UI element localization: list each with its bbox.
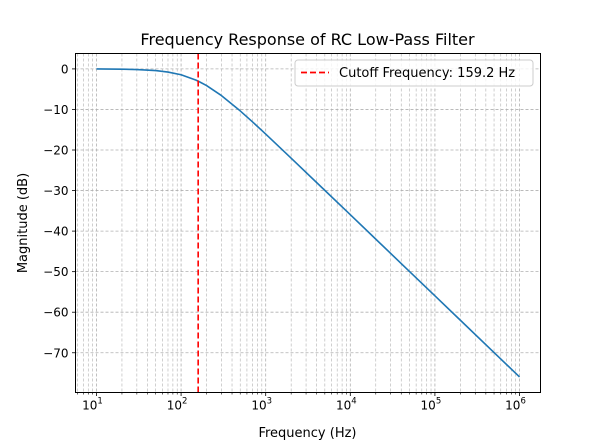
legend-label-cutoff: Cutoff Frequency: 159.2 Hz <box>339 66 515 81</box>
y-tick-label: −70 <box>43 346 68 360</box>
y-tick-label: −10 <box>43 103 68 117</box>
y-tick-label: −20 <box>43 144 68 158</box>
x-tick-label: 105 <box>421 397 442 413</box>
y-tick-label: 0 <box>61 62 69 76</box>
x-tick-label: 101 <box>82 397 103 413</box>
legend: Cutoff Frequency: 159.2 Hz <box>294 59 534 87</box>
y-tick-label: −40 <box>43 225 68 239</box>
x-tick-label: 103 <box>251 397 272 413</box>
x-axis-label: Frequency (Hz) <box>258 426 356 441</box>
y-tick-label: −30 <box>43 184 68 198</box>
legend-box <box>294 59 534 87</box>
x-tick-label: 106 <box>505 397 526 413</box>
y-tick-label: −50 <box>43 265 68 279</box>
magnitude-line <box>96 68 521 378</box>
plot-frame <box>75 53 541 393</box>
chart-title: Frequency Response of RC Low-Pass Filter <box>140 30 475 49</box>
x-tick-label: 102 <box>167 397 188 413</box>
y-tick-label: −60 <box>43 306 68 320</box>
x-tick-label: 104 <box>336 397 357 413</box>
y-axis-label: Magnitude (dB) <box>16 173 31 273</box>
